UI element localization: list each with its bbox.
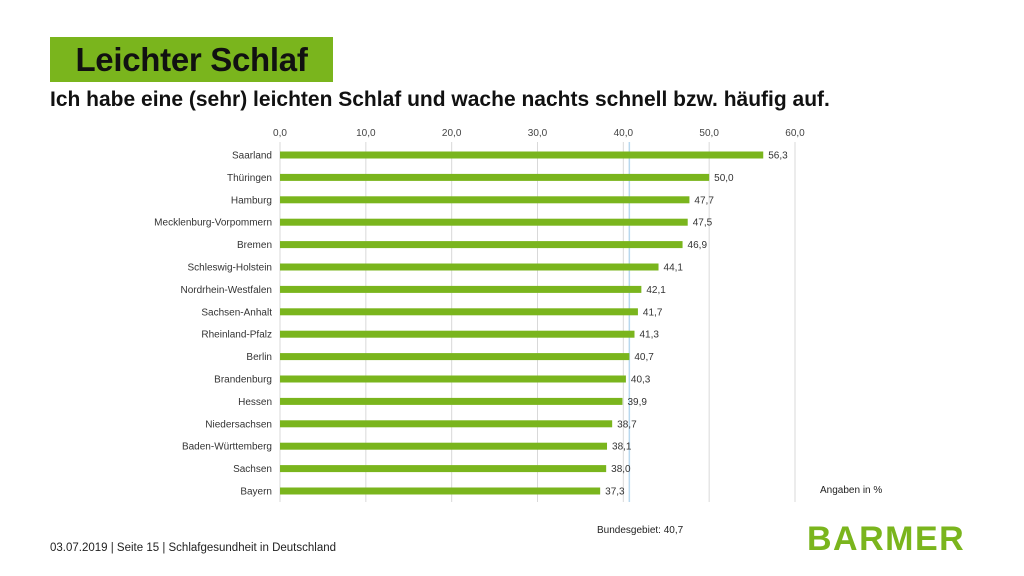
data-label: 47,5 [693,218,713,229]
category-label: Schleswig-Holstein [188,263,272,274]
category-label-layer: Saarland Thüringen Hamburg Mecklenburg-Vorp… [154,151,272,498]
category-label: Bremen [237,240,272,251]
category-label: Hamburg [231,195,272,206]
category-label: Mecklenburg-Vorpommern [154,218,272,229]
category-label: Baden-Württemberg [182,442,272,453]
data-label: 42,1 [646,285,666,296]
category-label: Nordrhein-Westfalen [180,285,272,296]
data-label: 46,9 [688,240,708,251]
x-tick-label: 40,0 [614,128,634,139]
reference-note: Bundesgebiet: 40,7 [597,525,684,536]
bar-layer [280,151,764,495]
bar [280,173,710,181]
data-label: 40,3 [631,375,651,386]
category-label: Rheinland-Pfalz [201,330,272,341]
bar [280,330,635,338]
category-label: Brandenburg [214,375,272,386]
page-subtitle: Ich habe eine (sehr) leichten Schlaf und… [50,88,830,111]
bar [280,308,638,316]
data-label: 39,9 [627,397,647,408]
bar [280,196,690,204]
data-label: 50,0 [714,173,734,184]
bar [280,353,630,361]
bar [280,241,683,249]
footer-text: 03.07.2019 | Seite 15 | Schlafgesundheit… [50,542,337,554]
category-label: Bayern [240,487,272,498]
category-label: Niedersachsen [205,419,272,430]
x-tick-label: 10,0 [356,128,376,139]
title-box: Leichter Schlaf [50,37,333,82]
value-label-layer: 56,3 50,047,7 47,5 46,9 44,1 42,1 41,7 41,3 40,7… [605,151,788,498]
x-tick-label: 20,0 [442,128,462,139]
data-label: 41,3 [639,330,659,341]
bar [280,442,608,450]
data-label: 56,3 [768,151,788,162]
data-label: 38,7 [617,419,637,430]
x-tick-label: 30,0 [528,128,548,139]
data-label: 41,7 [643,307,663,318]
data-label: 40,7 [634,352,654,363]
category-label: Berlin [246,352,272,363]
tick-layer: 0,0 10,0 20,0 30,0 40,0 50,0 60,0 [273,128,805,139]
bar [280,151,764,159]
data-label: 38,0 [611,464,631,475]
x-tick-label: 50,0 [699,128,719,139]
category-label: Hessen [238,397,272,408]
bar [280,263,659,271]
category-label: Saarland [232,151,272,162]
x-tick-label: 60,0 [785,128,805,139]
page-title: Leichter Schlaf [75,40,308,78]
units-note: Angaben in % [820,485,883,496]
bar [280,465,607,473]
category-label: Thüringen [227,173,272,184]
bar [280,375,626,383]
category-label: Sachsen [233,464,272,475]
data-label: 44,1 [664,263,684,274]
bar [280,487,601,495]
bar [280,420,613,428]
bar [280,397,623,405]
x-tick-label: 0,0 [273,128,287,139]
data-label: 37,3 [605,487,625,498]
bar [280,285,642,293]
data-label: 38,1 [612,442,632,453]
data-label: 47,7 [694,195,714,206]
category-label: Sachsen-Anhalt [201,307,272,318]
barmer-logo: BARMER [807,520,966,558]
bar [280,218,688,226]
